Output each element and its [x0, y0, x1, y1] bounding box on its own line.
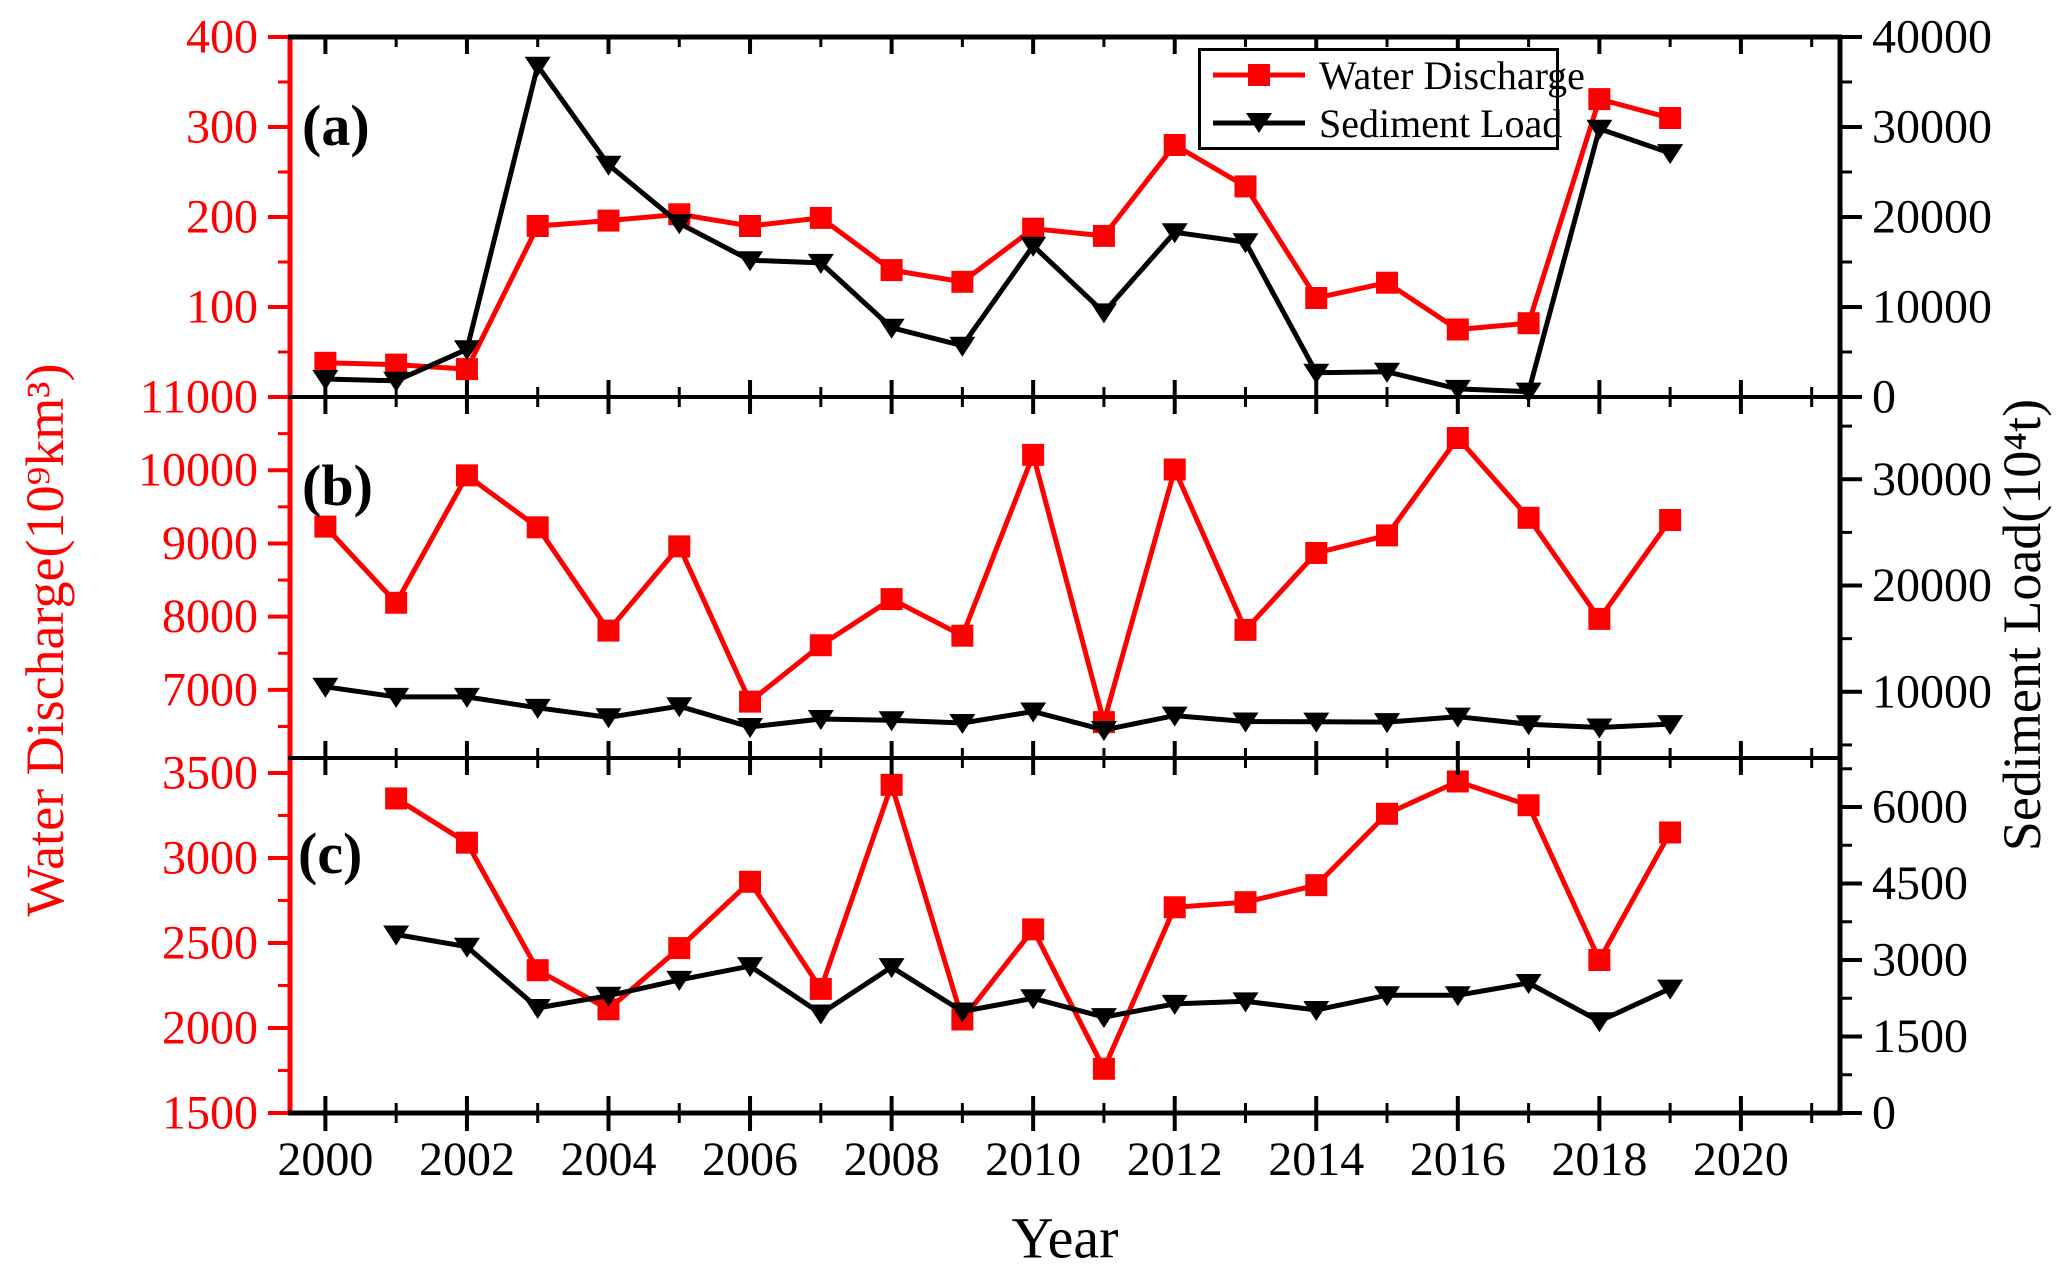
svg-text:2000: 2000 [162, 1001, 258, 1054]
svg-text:3500: 3500 [162, 746, 258, 799]
water-discharge-series-a [314, 88, 1682, 381]
panel-a: 100 200 300 400 0 10000 20000 30000 40000 [186, 11, 1992, 424]
svg-text:2012: 2012 [1127, 1133, 1223, 1186]
left-axis-ticks-c: 1500 2000 2500 3000 3500 [162, 746, 290, 1140]
water-discharge-series-c [385, 770, 1682, 1080]
x-ticks-b [323, 397, 1814, 758]
x-axis-labels: 2000 2002 2004 2006 2008 2010 2012 2014 2016 2018… [277, 1113, 1814, 1186]
svg-text:30000: 30000 [1872, 453, 1992, 506]
legend-row-water-discharge: Water Discharge [1201, 52, 1585, 98]
right-axis-ticks-a: 0 10000 20000 30000 40000 [1840, 11, 1992, 424]
svg-text:100: 100 [186, 281, 258, 334]
svg-text:300: 300 [186, 101, 258, 154]
panel-label-c: (c) [298, 821, 363, 886]
svg-text:0: 0 [1872, 1087, 1896, 1140]
panel-c: 1500 2000 2500 3000 3500 0 1500 3000 4500 6000 [162, 746, 1968, 1139]
legend: Water Discharge Sediment Load [1198, 48, 1585, 150]
x-ticks-a [323, 37, 1814, 397]
svg-text:10000: 10000 [138, 444, 258, 497]
svg-text:0: 0 [1872, 371, 1896, 424]
svg-text:1500: 1500 [162, 1087, 258, 1140]
svg-text:3000: 3000 [162, 831, 258, 884]
svg-text:2008: 2008 [844, 1133, 940, 1186]
svg-text:10000: 10000 [1872, 665, 1992, 718]
legend-label-sediment-load: Sediment Load [1319, 100, 1563, 146]
left-axis-ticks-b: 7000 8000 9000 10000 11000 [138, 371, 290, 729]
svg-text:8000: 8000 [162, 590, 258, 643]
svg-text:30000: 30000 [1872, 101, 1992, 154]
svg-text:2016: 2016 [1410, 1133, 1506, 1186]
sediment-load-line-icon [1213, 110, 1305, 136]
panel-b: 7000 8000 9000 10000 11000 10000 20000 30000 [138, 371, 1992, 758]
x-axis-title: Year [1011, 1205, 1119, 1271]
svg-text:2002: 2002 [419, 1133, 515, 1186]
svg-text:10000: 10000 [1872, 281, 1992, 334]
legend-row-sediment-load: Sediment Load [1201, 100, 1562, 146]
left-axis-title: Water Discharge(10⁹km³) [15, 363, 75, 917]
water-discharge-line-icon [1213, 62, 1305, 88]
svg-text:1500: 1500 [1872, 1010, 1968, 1063]
svg-text:2000: 2000 [277, 1133, 373, 1186]
spines [287, 34, 1843, 1116]
svg-text:6000: 6000 [1872, 781, 1968, 834]
panel-label-a: (a) [302, 93, 370, 158]
svg-text:200: 200 [186, 191, 258, 244]
svg-text:2004: 2004 [560, 1133, 656, 1186]
right-axis-title: Sediment Load(10⁴t) [1992, 398, 2052, 852]
svg-text:20000: 20000 [1872, 191, 1992, 244]
x-ticks-c [323, 758, 1814, 1113]
sediment-load-series-a [312, 56, 1684, 403]
svg-text:400: 400 [186, 11, 258, 64]
svg-text:2020: 2020 [1693, 1133, 1789, 1186]
svg-text:2014: 2014 [1268, 1133, 1364, 1186]
sediment-load-series-c [383, 925, 1684, 1033]
left-axis-ticks-a: 100 200 300 400 [186, 11, 290, 354]
svg-text:7000: 7000 [162, 663, 258, 716]
svg-text:20000: 20000 [1872, 559, 1992, 612]
sediment-load-series-b [312, 677, 1684, 741]
svg-text:2018: 2018 [1551, 1133, 1647, 1186]
right-axis-ticks-c: 0 1500 3000 4500 6000 [1840, 767, 1968, 1140]
svg-text:9000: 9000 [162, 517, 258, 570]
svg-text:2006: 2006 [702, 1133, 798, 1186]
svg-text:40000: 40000 [1872, 11, 1992, 64]
panel-label-b: (b) [302, 453, 373, 518]
svg-text:4500: 4500 [1872, 857, 1968, 910]
legend-label-water-discharge: Water Discharge [1319, 52, 1585, 98]
water-discharge-series-b [314, 427, 1682, 734]
svg-text:2010: 2010 [985, 1133, 1081, 1186]
svg-text:2500: 2500 [162, 916, 258, 969]
svg-text:11000: 11000 [140, 371, 258, 424]
right-axis-ticks-b: 10000 20000 30000 [1840, 424, 1992, 747]
svg-text:3000: 3000 [1872, 934, 1968, 987]
